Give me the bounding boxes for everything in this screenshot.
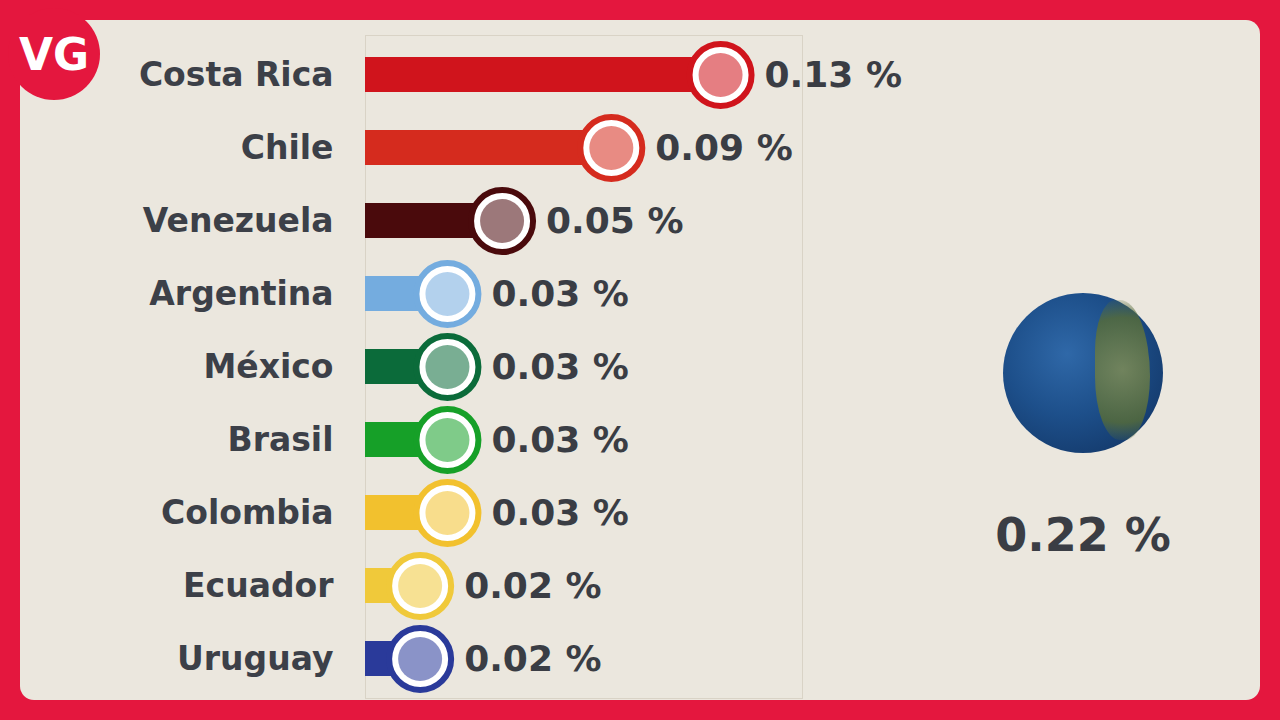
svg-text:0.03 %: 0.03 % bbox=[491, 346, 628, 387]
svg-text:Venezuela: Venezuela bbox=[143, 201, 334, 240]
svg-text:Costa Rica: Costa Rica bbox=[139, 55, 334, 94]
svg-text:0.05 %: 0.05 % bbox=[546, 200, 683, 241]
svg-text:Argentina: Argentina bbox=[149, 274, 333, 313]
svg-text:Uruguay: Uruguay bbox=[177, 639, 333, 678]
html-text:0.22 %: 0.22 % bbox=[995, 508, 1171, 562]
svg-text:0.13 %: 0.13 % bbox=[765, 54, 902, 95]
svg-text:Brasil: Brasil bbox=[228, 420, 334, 459]
svg-text:Chile: Chile bbox=[241, 128, 334, 167]
html-text:VG: VG bbox=[18, 28, 90, 80]
svg-text:0.02 %: 0.02 % bbox=[464, 565, 601, 606]
svg-text:0.03 %: 0.03 % bbox=[491, 492, 628, 533]
svg-text:Ecuador: Ecuador bbox=[183, 566, 334, 605]
svg-text:0.09 %: 0.09 % bbox=[655, 127, 792, 168]
svg-text:Colombia: Colombia bbox=[161, 493, 333, 532]
svg-text:0.03 %: 0.03 % bbox=[491, 273, 628, 314]
svg-text:México: México bbox=[203, 347, 333, 386]
svg-text:0.02 %: 0.02 % bbox=[464, 638, 601, 679]
svg-text:0.03 %: 0.03 % bbox=[491, 419, 628, 460]
